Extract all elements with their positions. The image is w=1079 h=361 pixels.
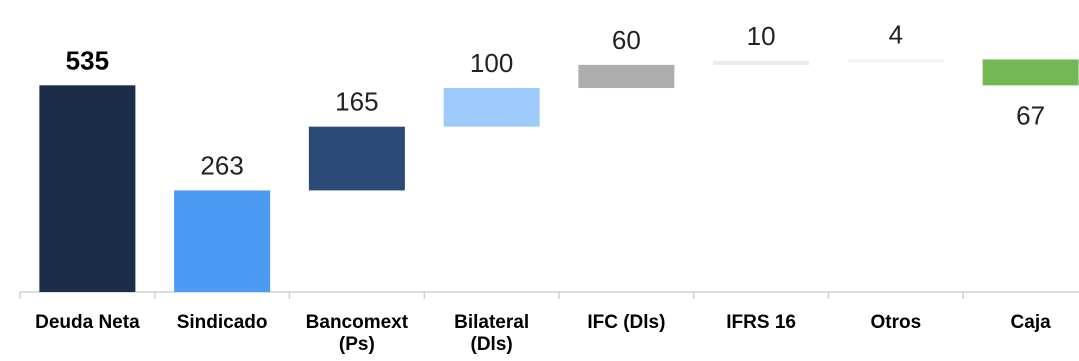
data-label: 67 [1016,100,1045,130]
bar [308,126,405,191]
category-label: Caja [1011,312,1052,333]
category-label: Otros [871,312,922,333]
category-label-line: Otros [871,312,922,333]
category-label: Deuda Neta [35,312,140,333]
bar [174,190,271,292]
category-label: Bancomext (Ps) [306,312,409,355]
bar [847,59,944,63]
category-label: IFC (Dls) [587,312,665,333]
category-label-line: Deuda Neta [35,312,140,333]
category-label: IFRS 16 [726,312,796,333]
category-label-line: IFC (Dls) [587,312,665,333]
bar [39,85,136,292]
bar [578,64,675,89]
bar [443,88,540,127]
category-label-line: Bilateral [454,312,529,333]
category-label-line: Sindicado [177,312,268,333]
category-label-line: IFRS 16 [726,312,796,333]
category-label: Bilateral (Dls) [454,312,529,355]
data-label: 10 [747,21,776,51]
category-label-line: Bancomext [306,312,409,333]
bar [982,59,1079,86]
category-label-line: (Dls) [471,334,513,355]
data-label: 100 [470,48,513,78]
category-label-line: Caja [1011,312,1052,333]
data-label: 4 [889,19,903,49]
data-label: 60 [612,25,641,55]
data-label: 165 [335,87,378,117]
data-label: 535 [66,45,109,75]
bar [713,60,810,65]
category-label: Sindicado [177,312,268,333]
category-label-line: (Ps) [339,334,375,355]
data-label: 263 [200,150,243,180]
